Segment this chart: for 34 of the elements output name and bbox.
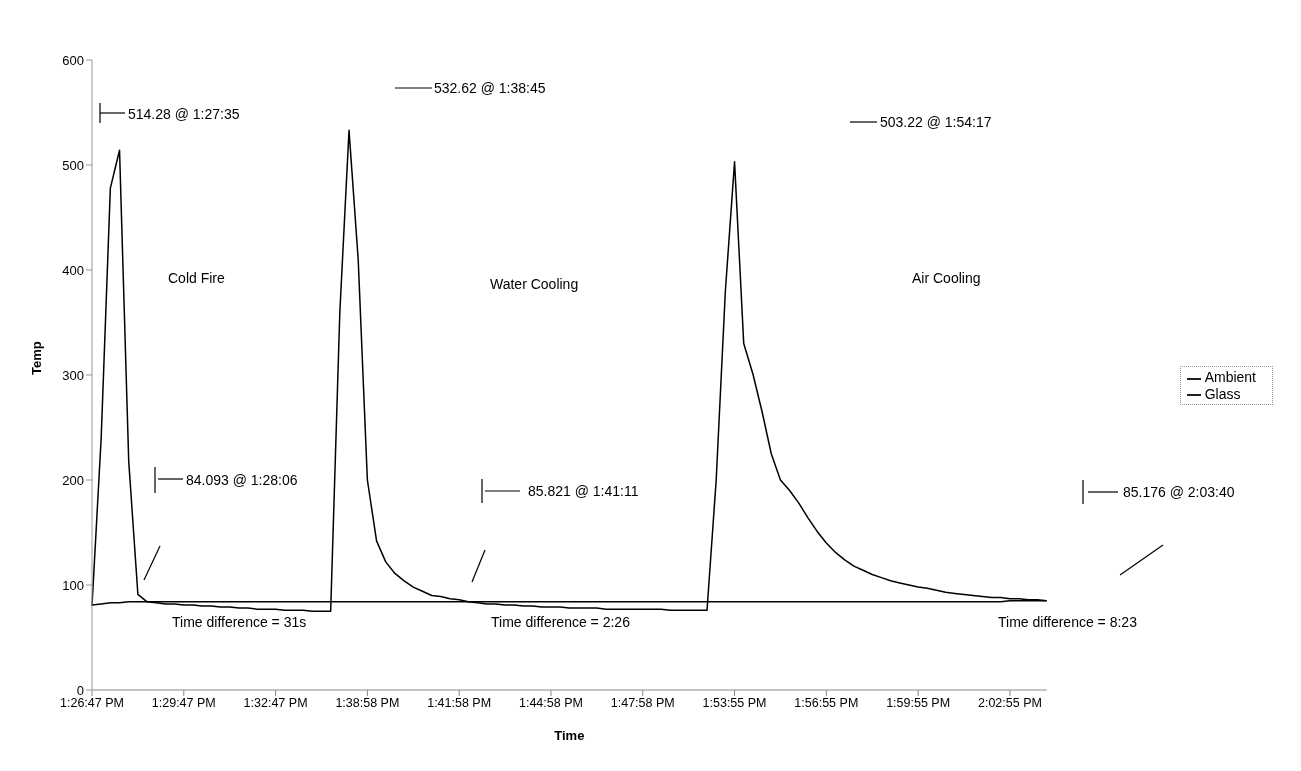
annotation: Time difference = 31s (172, 614, 307, 630)
y-axis-title: Temp (28, 341, 44, 375)
x-tick-label: 1:32:47 PM (243, 695, 308, 710)
annotation: 85.821 @ 1:41:11 (528, 483, 639, 499)
legend-label: Ambient (1204, 369, 1256, 386)
x-axis-title: Time (554, 728, 585, 743)
annotation: Time difference = 8:23 (998, 614, 1137, 630)
x-tick-label: 1:47:58 PM (610, 695, 675, 710)
x-tick-label: 1:38:58 PM (335, 695, 400, 710)
x-tick-label: 1:26:47 PM (60, 695, 124, 710)
annotation: Time difference = 2:26 (491, 614, 630, 630)
annotation: Water Cooling (490, 276, 579, 292)
annotation: 503.22 @ 1:54:17 (880, 114, 992, 130)
y-tick-label: 200 (62, 472, 84, 488)
text: 85.176 @ 2:03:40 (1123, 484, 1235, 500)
annotation: 84.093 @ 1:28:06 (186, 472, 298, 488)
x-tick-label: 1:29:47 PM (151, 695, 216, 710)
annotation: Air Cooling (912, 270, 981, 286)
y-tick-label: 500 (62, 157, 84, 173)
x-tick-label: 2:02:55 PM (977, 695, 1042, 710)
y-tick-label: 600 (62, 52, 84, 68)
x-tick-label: 1:56:55 PM (794, 695, 859, 710)
y-tick-label: 100 (62, 577, 84, 593)
legend-label: Glass (1204, 385, 1241, 402)
y-tick-label: 300 (62, 367, 84, 383)
annotation: 532.62 @ 1:38:45 (434, 80, 546, 96)
annotation: Cold Fire (168, 270, 225, 286)
annotation: 514.28 @ 1:27:35 (128, 106, 240, 122)
x-tick-label: 1:59:55 PM (886, 695, 951, 710)
x-tick-label: 1:44:58 PM (518, 695, 583, 710)
x-tick-label: 1:41:58 PM (427, 695, 492, 710)
y-tick-label: 400 (62, 262, 84, 278)
x-tick-label: 1:53:55 PM (702, 695, 767, 710)
y-tick-label: 0 (76, 682, 84, 698)
